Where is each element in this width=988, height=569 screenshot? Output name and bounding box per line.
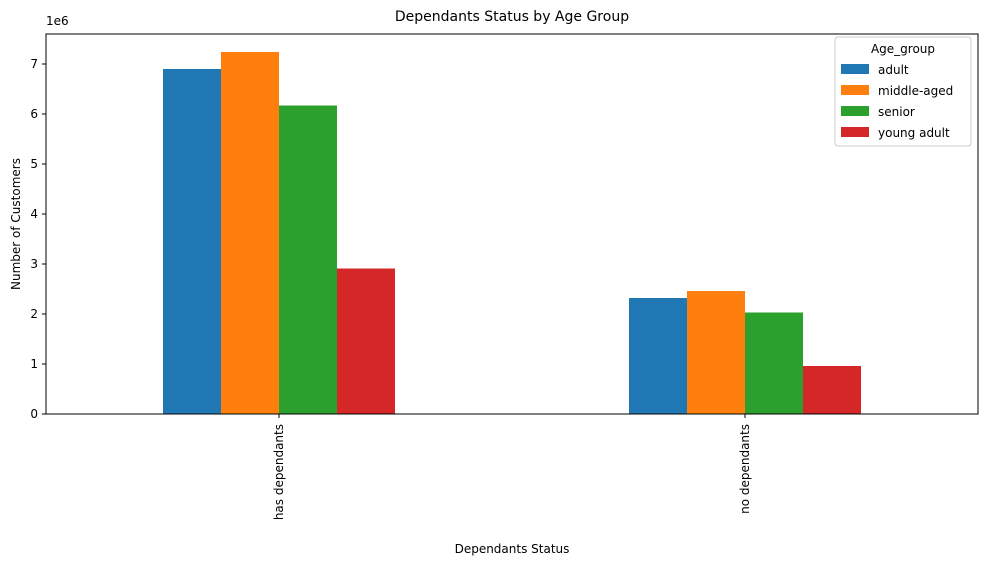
- legend-swatch-young-adult: [841, 127, 869, 137]
- x-axis-label: Dependants Status: [455, 542, 570, 556]
- legend-label-senior: senior: [878, 105, 915, 119]
- y-tick-label: 7: [30, 57, 38, 71]
- y-tick-label: 4: [30, 207, 38, 221]
- x-tick-label: no dependants: [738, 424, 752, 514]
- y-tick-label: 3: [30, 257, 38, 271]
- bar-middle-aged-has-dependants: [221, 52, 279, 414]
- legend-title: Age_group: [871, 42, 935, 56]
- y-tick-label: 6: [30, 107, 38, 121]
- legend-swatch-adult: [841, 64, 869, 74]
- y-offset-label: 1e6: [46, 14, 69, 28]
- legend-label-young-adult: young adult: [878, 126, 950, 140]
- x-tick-label: has dependants: [272, 424, 286, 520]
- bar-young-adult-no-dependants: [803, 366, 861, 414]
- bar-adult-has-dependants: [163, 69, 221, 414]
- bar-senior-has-dependants: [279, 105, 337, 414]
- bar-young-adult-has-dependants: [337, 268, 395, 414]
- plot-frame: [45, 33, 979, 415]
- legend: Age_group adult middle-aged senior young ad…: [834, 36, 972, 147]
- y-tick-label: 2: [30, 307, 38, 321]
- y-tick-label: 5: [30, 157, 38, 171]
- legend-label-middle-aged: middle-aged: [878, 84, 953, 98]
- chart-title: Dependants Status by Age Group: [395, 9, 629, 25]
- y-tick-label: 0: [30, 407, 38, 421]
- legend-label-adult: adult: [878, 63, 909, 77]
- bar-senior-no-dependants: [745, 312, 803, 414]
- y-axis-label: Number of Customers: [9, 158, 23, 290]
- y-tick-label: 1: [30, 357, 38, 371]
- legend-swatch-middle-aged: [841, 85, 869, 95]
- bar-adult-no-dependants: [629, 298, 687, 414]
- legend-swatch-senior: [841, 106, 869, 116]
- bar-middle-aged-no-dependants: [687, 291, 745, 414]
